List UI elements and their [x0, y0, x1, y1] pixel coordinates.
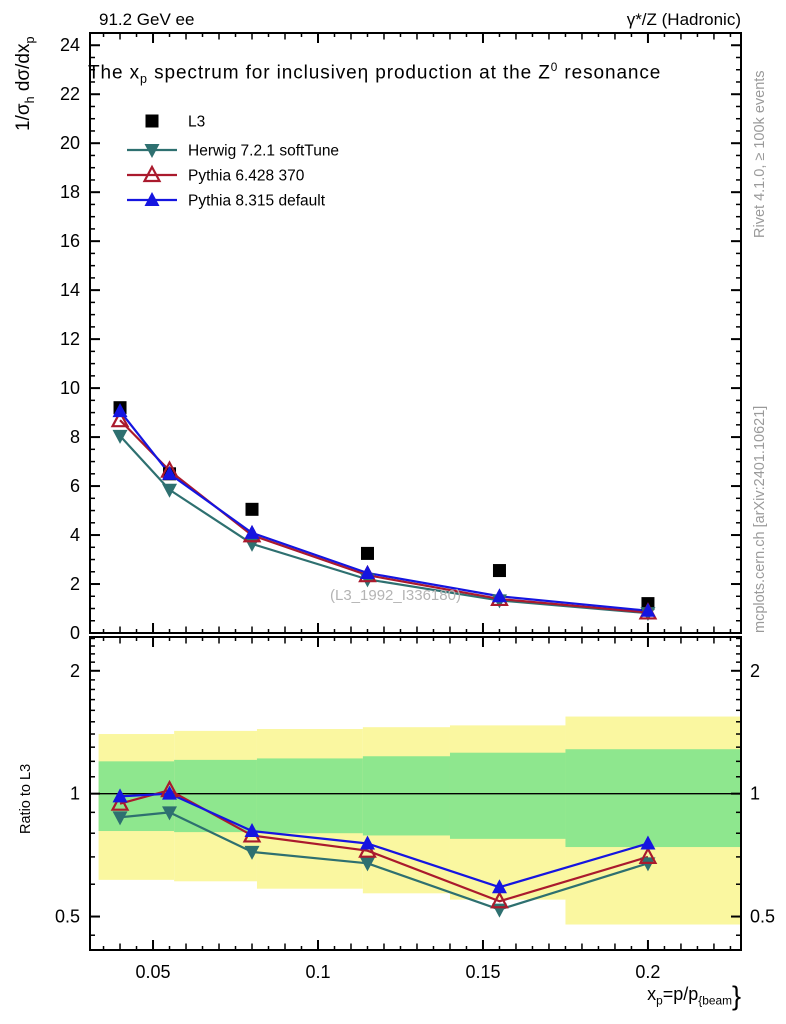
series-marker — [640, 835, 656, 850]
series-marker — [359, 857, 375, 872]
x-tick-label: 0.2 — [635, 962, 660, 982]
y-tick-label: 4 — [70, 525, 80, 545]
ratio-uncertainty-bands — [90, 716, 741, 925]
series-marker — [112, 788, 128, 803]
legend-marker — [144, 144, 160, 158]
legend-marker — [145, 114, 159, 128]
spectrum-series — [110, 401, 658, 622]
green-band-segment — [449, 752, 566, 839]
series-marker — [244, 823, 260, 838]
legend-label: Herwig 7.2.1 softTune — [188, 143, 339, 160]
legend-marker — [144, 192, 160, 206]
series-marker — [360, 546, 374, 560]
y-axis-label-ratio: Ratio to L3 — [18, 763, 34, 834]
series-marker — [244, 845, 260, 860]
ratio-tick-label-left: 2 — [70, 661, 80, 681]
series-marker — [162, 785, 178, 800]
y-tick-label: 14 — [60, 280, 80, 300]
series-marker — [112, 429, 128, 444]
spectrum-frame — [89, 32, 742, 634]
y-tick-label: 16 — [60, 231, 80, 251]
legend-label: Pythia 8.315 default — [188, 193, 326, 210]
series-line — [119, 811, 649, 911]
y-tick-label: 2 — [70, 574, 80, 594]
series-line — [119, 410, 649, 612]
y-tick-label: 0 — [70, 623, 80, 643]
header-beam-energy: 91.2 GeV ee — [99, 10, 195, 29]
ratio-series — [110, 779, 658, 918]
x-tick-label: 0.1 — [305, 962, 330, 982]
series-marker — [162, 465, 178, 480]
green-band-segment — [362, 756, 450, 836]
green-band-segment — [256, 758, 363, 834]
series-marker — [162, 806, 178, 821]
series-marker — [358, 840, 377, 858]
legend-marker — [142, 164, 162, 183]
y-tick-label: 8 — [70, 427, 80, 447]
y-tick-label: 24 — [60, 35, 80, 55]
x-tick-label: 0.05 — [135, 962, 170, 982]
legend: L3 Herwig 7.2.1 softTune Pythia 6.428 370 P… — [127, 114, 339, 210]
series-marker — [162, 483, 178, 498]
y-tick-label: 22 — [60, 84, 80, 104]
ratio-tick-label-right: 1 — [750, 784, 760, 804]
y-tick-label: 12 — [60, 329, 80, 349]
series-marker — [640, 602, 656, 617]
ratio-tick-label-left: 1 — [70, 784, 80, 804]
series-line — [119, 789, 649, 903]
ratio-tick-label-right: 0.5 — [750, 907, 775, 927]
plot-title: The xp spectrum for inclusiveη productio… — [88, 61, 662, 87]
series-marker — [110, 793, 130, 811]
series-marker — [640, 857, 656, 872]
series-marker — [490, 890, 509, 909]
series-line — [119, 792, 649, 889]
ratio-tick-label-left: 0.5 — [55, 907, 80, 927]
y-tick-label: 20 — [60, 133, 80, 153]
series-marker — [359, 835, 375, 850]
series-line — [119, 435, 649, 615]
x-tick-label: 0.15 — [465, 962, 500, 982]
series-marker — [491, 903, 507, 918]
legend-label: Pythia 6.428 370 — [188, 168, 305, 185]
series-marker — [245, 502, 259, 516]
y-axis-label-spectrum: 1/σh dσ/dxp — [13, 36, 37, 131]
series-marker — [359, 565, 375, 579]
rivet-version-caption: Rivet 4.1.0, ≥ 100k events — [752, 70, 768, 238]
ratio-tick-label-right: 2 — [750, 661, 760, 681]
y-tick-label: 6 — [70, 476, 80, 496]
mcplots-arxiv-caption: mcplots.cern.ch [arXiv:2401.10621] — [752, 405, 768, 633]
series-line — [119, 419, 649, 614]
legend-label: L3 — [188, 114, 205, 131]
series-marker — [244, 524, 260, 539]
series-marker — [491, 588, 507, 603]
y-tick-label: 10 — [60, 378, 80, 398]
axis-ticks — [90, 33, 741, 950]
data-series — [110, 401, 658, 918]
series-marker — [110, 409, 130, 428]
header-process: γ*/Z (Hadronic) — [626, 10, 741, 29]
x-axis-label: xp=p/p{beam} — [647, 981, 741, 1011]
series-marker — [112, 403, 128, 418]
series-marker — [638, 846, 658, 864]
series-marker — [492, 564, 506, 578]
series-marker — [112, 811, 128, 826]
analysis-id-watermark: (L3_1992_I336180) — [330, 587, 461, 604]
y-tick-label: 18 — [60, 182, 80, 202]
green-band-segment — [565, 749, 741, 848]
series-marker — [491, 879, 507, 894]
